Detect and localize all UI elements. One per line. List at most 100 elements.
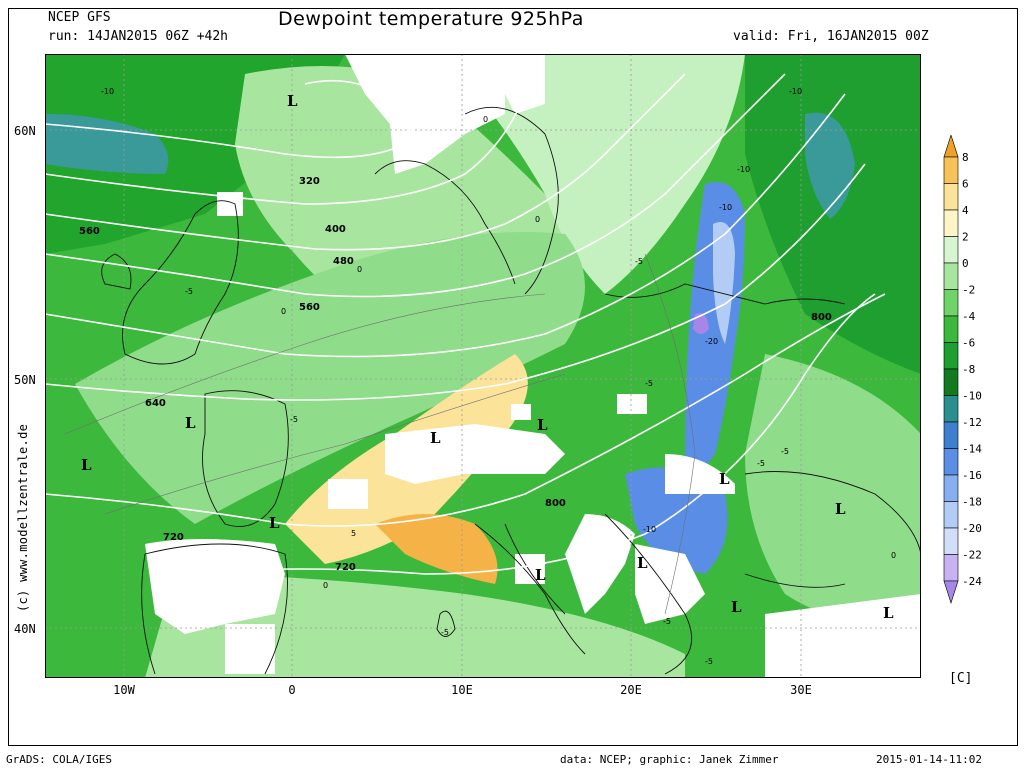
low-markers: L L L L L L L L L L L L xyxy=(81,92,894,622)
colorbar-tick-label: -8 xyxy=(962,363,975,376)
low-marker-north-sea: L xyxy=(287,92,298,110)
td-label-2: -10 xyxy=(789,87,802,96)
td-label-18: 0 xyxy=(357,265,362,274)
border-eastern-europe xyxy=(604,283,846,305)
geo-label-480: 480 xyxy=(333,256,354,267)
low-marker-france: L xyxy=(185,414,196,432)
contour-800 xyxy=(164,293,876,575)
terrain-massif-central xyxy=(328,479,368,509)
terrain-balkans xyxy=(635,544,705,624)
colorbar-swatch xyxy=(943,554,959,582)
geo-label-400: 400 xyxy=(325,224,346,235)
orange-region-gulf-lion xyxy=(375,514,498,584)
td-label-19: 0 xyxy=(281,307,286,316)
geo-label-800-south: 800 xyxy=(545,498,566,509)
coastline-iberia xyxy=(141,543,288,675)
contour-labels: 320 400 480 560 560 640 720 720 800 800 xyxy=(79,176,832,573)
terrain-iberia-south xyxy=(225,624,275,674)
colorbar-swatch xyxy=(943,209,959,237)
td-label-22: 5 xyxy=(351,529,356,538)
light-blue-cold-core xyxy=(713,222,735,344)
colorbar-tick-label: -12 xyxy=(962,416,982,429)
valid-time-label: valid: Fri, 16JAN2015 00Z xyxy=(733,29,929,44)
terrain-norway xyxy=(345,54,505,174)
light-green-mediterranean xyxy=(145,574,685,678)
teal-region-atlantic xyxy=(45,114,169,174)
colorbar-swatch xyxy=(943,342,959,370)
footer-timestamp: 2015-01-14-11:02 xyxy=(876,753,982,766)
low-marker-biscay: L xyxy=(81,456,92,474)
colorbar-tick-label: -24 xyxy=(962,575,982,588)
low-marker-black-sea: L xyxy=(835,500,846,518)
lon-tick-10w: 10W xyxy=(113,683,135,697)
low-marker-alps-east: L xyxy=(537,416,548,434)
lon-tick-10e: 10E xyxy=(451,683,473,697)
terrain-mask xyxy=(145,54,921,678)
td-label-5: -20 xyxy=(705,337,718,346)
coastlines xyxy=(101,106,921,675)
td-label-20: 0 xyxy=(323,581,328,590)
coastline-ireland xyxy=(101,253,132,290)
td-label-12: -5 xyxy=(705,657,713,666)
colorbar-tick-label: -18 xyxy=(962,496,982,509)
colorbar-swatches xyxy=(943,135,959,604)
td-label-21: 0 xyxy=(891,551,896,560)
coastline-adriatic xyxy=(604,513,693,675)
colorbar-swatch xyxy=(943,183,959,211)
lon-tick-0: 0 xyxy=(288,683,296,697)
pale-green-scandinavia xyxy=(445,54,745,294)
td-label-6: -5 xyxy=(185,287,193,296)
footer-software: GrADS: COLA/IGES xyxy=(6,753,112,766)
lon-tick-20e: 20E xyxy=(620,683,642,697)
colorbar-tick-label: 8 xyxy=(962,151,969,164)
copyright-vertical-label: (c) www.modellzentrale.de xyxy=(16,423,30,612)
colorbar-tick-label: -10 xyxy=(962,390,982,403)
colorbar-swatch xyxy=(943,368,959,396)
run-label: run: 14JAN2015 06Z +42h xyxy=(48,29,229,44)
dewpoint-contours xyxy=(64,253,696,615)
plot-frame xyxy=(8,8,1018,746)
colorbar-tick-label: -16 xyxy=(962,469,982,482)
terrain-carpathians xyxy=(665,454,735,494)
colorbar-swatch xyxy=(943,474,959,502)
model-label: NCEP GFS xyxy=(48,10,111,25)
td-label-10: -5 xyxy=(757,459,765,468)
low-marker-romania: L xyxy=(719,470,730,488)
light-green-black-sea xyxy=(745,354,921,621)
lon-tick-30e: 30E xyxy=(790,683,812,697)
geo-label-800-east: 800 xyxy=(811,312,832,323)
map-border xyxy=(45,54,921,678)
colorbar-swatch xyxy=(943,527,959,555)
terrain-alps xyxy=(385,424,565,484)
colorbar-swatch xyxy=(943,448,959,476)
chart-title: Dewpoint temperature 925hPa xyxy=(278,8,584,30)
colorbar: 8 6 4 2 0 -2 -4 -6 -8 -10 -12 -14 -16 -18 -20 -22 -24 xyxy=(943,135,982,604)
contour-720 xyxy=(45,293,886,527)
lat-tick-40n: 40N xyxy=(14,622,36,636)
lat-tick-50n: 50N xyxy=(14,373,36,387)
colorbar-swatch xyxy=(943,395,959,423)
terrain-tatra xyxy=(617,394,647,414)
td-label-16: 0 xyxy=(483,115,488,124)
contour-640 xyxy=(45,163,866,401)
td-label-15: -5 xyxy=(663,617,671,626)
coastline-britain xyxy=(122,200,239,365)
colorbar-swatch xyxy=(943,315,959,343)
dewpoint-map: 320 400 480 560 560 640 720 720 800 800 … xyxy=(45,54,921,678)
terrain-dinaric xyxy=(565,514,635,614)
td-label-7: -5 xyxy=(635,257,643,266)
colorbar-tick-label: -4 xyxy=(962,310,976,323)
contour-320 xyxy=(45,79,413,159)
colorbar-tick-label: 4 xyxy=(962,204,969,217)
dewpoint-contour-a xyxy=(64,293,546,435)
geo-label-720-west: 720 xyxy=(163,532,184,543)
geo-label-640: 640 xyxy=(145,398,166,409)
colorbar-swatch xyxy=(943,156,959,184)
colorbar-unit: [C] xyxy=(949,671,973,686)
colorbar-swatch xyxy=(943,501,959,529)
td-label-4: -10 xyxy=(719,203,732,212)
lat-tick-60n: 60N xyxy=(14,124,36,138)
graticule xyxy=(45,54,921,678)
geopotential-contours xyxy=(45,73,886,575)
colorbar-tick-label: 0 xyxy=(962,257,969,270)
